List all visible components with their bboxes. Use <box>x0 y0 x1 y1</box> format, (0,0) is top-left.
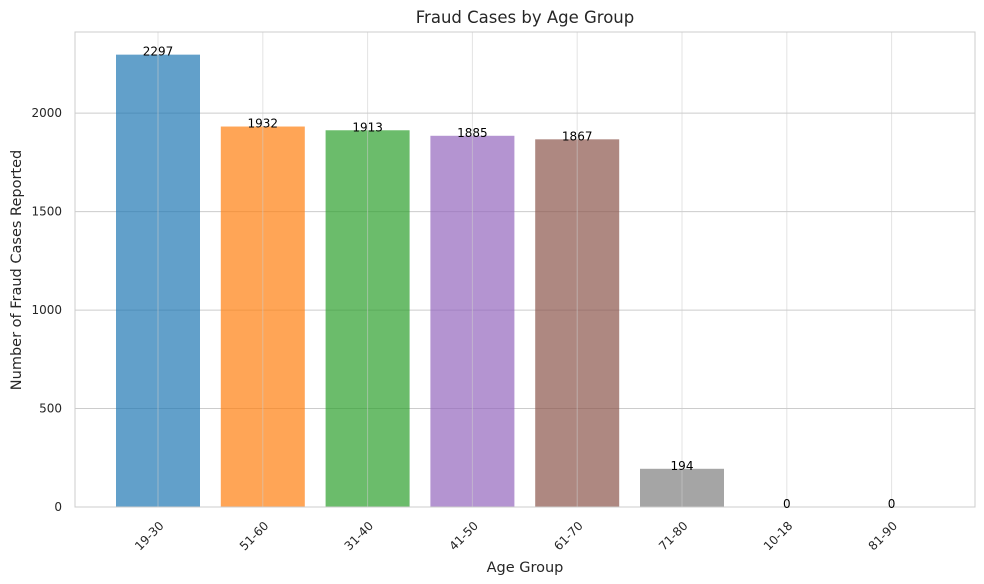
y-tick-label: 500 <box>39 402 62 416</box>
y-tick-label: 2000 <box>31 106 62 120</box>
plot-background <box>75 32 975 507</box>
data-labels: 2297 1932 1913 1885 1867 194 0 0 <box>143 45 896 511</box>
y-axis-label: Number of Fraud Cases Reported <box>9 150 25 390</box>
grid-overlay <box>157 32 893 507</box>
x-tick-label: 51-60 <box>237 519 272 554</box>
bar-value-label: 0 <box>783 497 791 511</box>
x-axis-ticks: 19-30 51-60 31-40 41-50 61-70 71-80 10-18 81-90 <box>132 519 900 554</box>
bar-value-label: 194 <box>671 459 694 473</box>
bar-value-label: 1913 <box>352 120 383 134</box>
plot-frame <box>74 31 976 508</box>
x-tick-label: 10-18 <box>761 519 796 554</box>
x-tick-label: 71-80 <box>656 519 691 554</box>
bar-value-label: 2297 <box>143 45 174 59</box>
x-axis-label: Age Group <box>487 560 564 576</box>
bar-value-label: 1885 <box>457 126 488 140</box>
x-tick-label: 41-50 <box>446 519 481 554</box>
y-axis-ticks: 0 500 1000 1500 2000 <box>31 106 62 514</box>
x-tick-label: 61-70 <box>551 519 586 554</box>
chart-title: Fraud Cases by Age Group <box>416 8 634 27</box>
bar-value-label: 0 <box>888 497 896 511</box>
bar-value-label: 1867 <box>562 129 593 143</box>
bar-value-label: 1932 <box>248 117 279 131</box>
x-tick-label: 81-90 <box>866 519 901 554</box>
x-tick-label: 31-40 <box>342 519 377 554</box>
x-tick-label: 19-30 <box>132 519 167 554</box>
y-tick-label: 1500 <box>31 205 62 219</box>
y-tick-label: 0 <box>54 500 62 514</box>
y-tick-label: 1000 <box>31 303 62 317</box>
